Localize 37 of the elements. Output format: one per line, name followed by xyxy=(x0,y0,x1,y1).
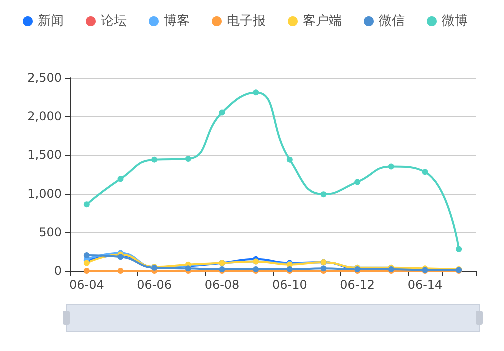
point xyxy=(84,252,90,259)
point xyxy=(84,260,90,266)
y-tick-label: 1,500 xyxy=(28,148,62,162)
point xyxy=(84,268,90,274)
point xyxy=(118,176,124,182)
legend-label: 客户端 xyxy=(303,13,342,29)
point xyxy=(84,202,90,208)
point xyxy=(253,90,260,96)
point xyxy=(286,156,293,163)
legend-label: 博客 xyxy=(164,13,190,29)
point xyxy=(320,192,327,198)
point xyxy=(118,268,124,274)
x-tick-label: 06-06 xyxy=(137,278,172,292)
point xyxy=(185,156,192,162)
x-tick-label: 06-12 xyxy=(340,278,376,292)
y-tick-label: 0 xyxy=(54,264,62,278)
legend-label: 电子报 xyxy=(227,14,266,29)
x-tick-label: 06-10 xyxy=(272,278,308,292)
x-tick-label: 06-04 xyxy=(69,278,104,292)
y-tick-label: 500 xyxy=(39,225,62,240)
point xyxy=(185,266,192,272)
point xyxy=(456,246,462,252)
legend-label: 论坛 xyxy=(101,14,127,29)
point xyxy=(388,164,394,170)
legend-label: 微博 xyxy=(442,14,468,29)
point xyxy=(422,169,428,176)
point xyxy=(320,266,327,272)
point xyxy=(354,179,361,186)
y-tick-label: 2,500 xyxy=(28,71,62,85)
y-tick-label: 2,000 xyxy=(28,110,62,124)
point xyxy=(219,110,226,116)
x-tick-label: 06-14 xyxy=(408,278,443,292)
legend-label: 新闻 xyxy=(38,14,64,29)
x-tick-label: 06-08 xyxy=(204,278,240,292)
y-tick-label: 1,000 xyxy=(28,186,62,201)
point xyxy=(152,156,158,163)
legend-label: 微信 xyxy=(379,14,405,29)
